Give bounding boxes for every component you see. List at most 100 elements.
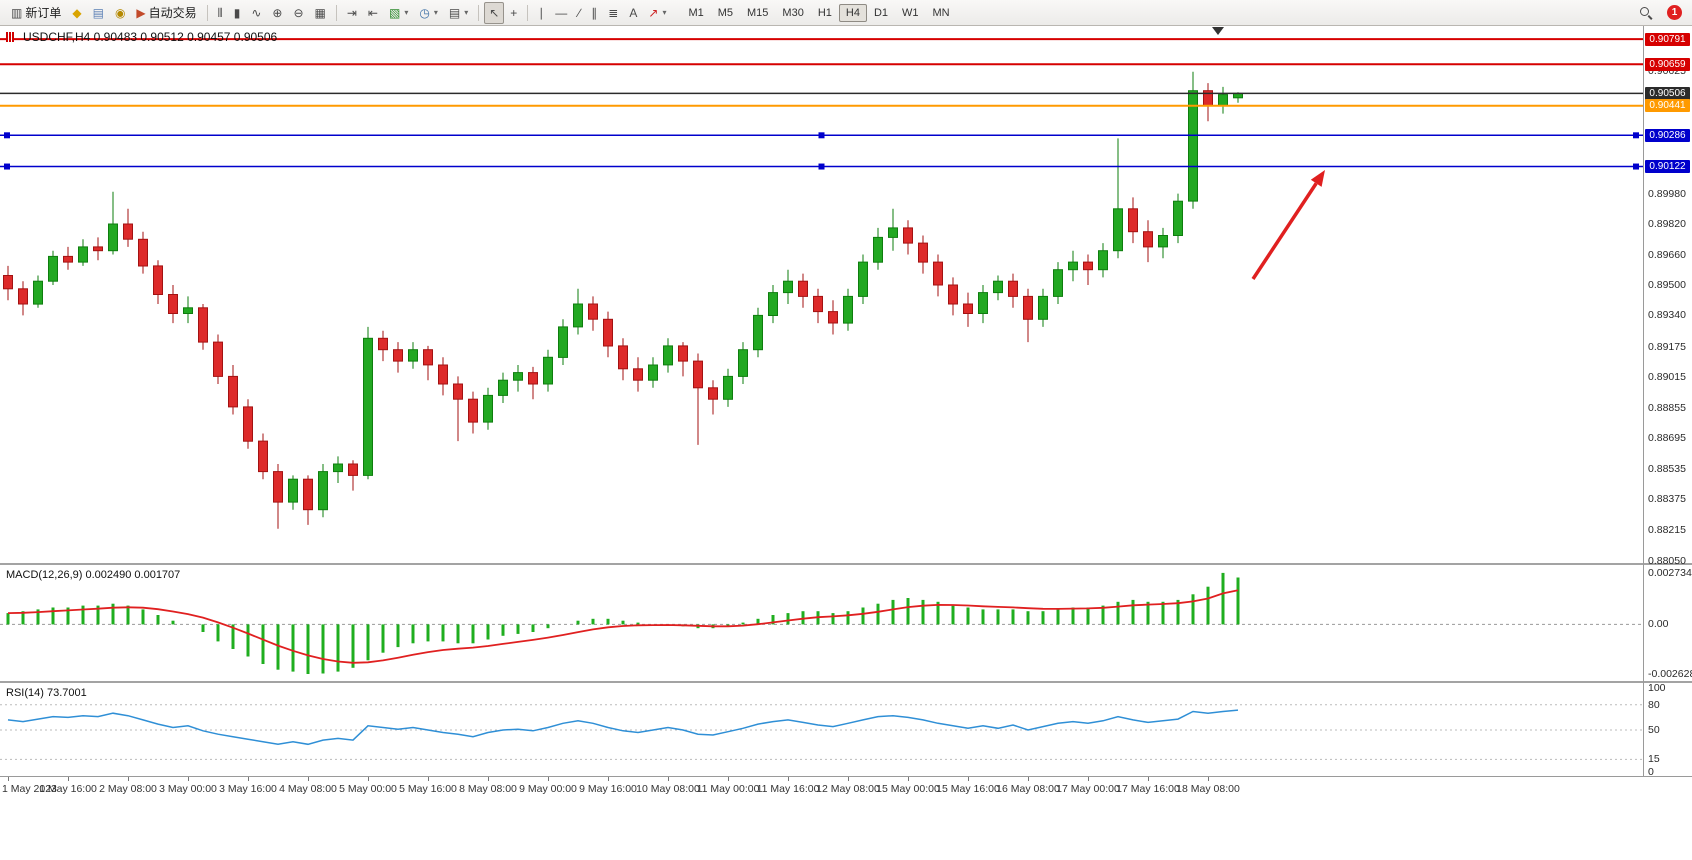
time-tick-label: 17 May 16:00 — [1116, 783, 1180, 795]
chart-funnel-icon: ◆ — [72, 5, 82, 20]
toolbar-separator — [206, 4, 208, 21]
chart-symbol-icon — [6, 32, 17, 42]
time-tick-label: 11 May 00:00 — [696, 783, 760, 795]
time-tick — [68, 777, 69, 781]
timeframe-m30-button[interactable]: M30 — [782, 6, 804, 19]
line-handle[interactable] — [4, 132, 10, 139]
fibonacci-tool-button[interactable]: ≣ — [603, 2, 623, 24]
time-tick — [1148, 777, 1149, 781]
time-tick-label: 10 May 08:00 — [636, 783, 700, 795]
timeframe-h1-button[interactable]: H1 — [817, 6, 832, 19]
timeframe-m1-button[interactable]: M1 — [688, 6, 704, 19]
price-axis-border — [1643, 26, 1644, 800]
zoom-in-icon: ⊕ — [272, 5, 283, 20]
templates-dropdown-caret[interactable]: ▾ — [464, 8, 469, 17]
community-button[interactable]: ◉ — [110, 2, 130, 24]
algo-trading-label: 自动交易 — [148, 6, 197, 20]
cursor-button[interactable]: ↖ — [484, 1, 505, 24]
time-tick — [368, 777, 369, 781]
horizontal-line-tool-button[interactable]: ― — [550, 2, 572, 24]
arrows-tool-button[interactable]: ↗ ▾ — [643, 2, 671, 24]
time-tick-label: 15 May 00:00 — [876, 783, 940, 795]
macd-histogram — [6, 572, 1240, 674]
candlestick-chart-button[interactable]: ▮ — [229, 2, 246, 24]
cursor-icon: ↖ — [489, 5, 500, 20]
chart-shift-button[interactable]: ⇤ — [363, 2, 383, 24]
new-chart-button[interactable]: ▧ ▾ — [384, 2, 413, 24]
timeframe-m5-button[interactable]: M5 — [717, 6, 734, 19]
chart-shift-marker[interactable] — [1212, 27, 1224, 35]
time-tick-label: 11 May 16:00 — [756, 783, 820, 795]
time-tick — [8, 777, 9, 781]
zoom-in-button[interactable]: ⊕ — [267, 2, 287, 24]
line-handle[interactable] — [818, 163, 825, 170]
print-button[interactable]: ▤ — [88, 2, 109, 24]
zoom-out-button[interactable]: ⊖ — [288, 2, 308, 24]
line-chart-button[interactable]: ∿ — [246, 2, 266, 24]
trend-arrow[interactable] — [1251, 170, 1325, 280]
time-tick — [1208, 777, 1209, 781]
hline-0.90286[interactable] — [0, 132, 1643, 139]
timeframe-mn-button[interactable]: MN — [932, 6, 950, 19]
hline-0.90122[interactable] — [0, 163, 1643, 170]
time-tick — [488, 777, 489, 781]
text-tool-icon: A — [629, 5, 638, 20]
macd-label: MACD(12,26,9) 0.002490 0.001707 — [6, 569, 181, 581]
new-order-label: 新订单 — [25, 6, 62, 20]
chart-funnel-button[interactable]: ◆ — [67, 2, 86, 24]
timeframe-m15-button[interactable]: M15 — [747, 6, 769, 19]
channel-tool-icon: ∥ — [591, 5, 598, 20]
timeframe-d1-button[interactable]: D1 — [873, 6, 889, 19]
arrows-tool-dropdown-caret[interactable]: ▾ — [662, 8, 667, 17]
time-tick-label: 4 May 08:00 — [279, 783, 337, 795]
time-tick — [908, 777, 909, 781]
profiles-dropdown-caret[interactable]: ▾ — [433, 8, 438, 17]
time-tick — [188, 777, 189, 781]
fibonacci-tool-icon: ≣ — [608, 5, 619, 20]
crosshair-button[interactable]: + — [505, 2, 522, 24]
templates-button[interactable]: ▤ ▾ — [444, 2, 473, 24]
time-tick — [308, 777, 309, 781]
vertical-line-tool-button[interactable]: ∣ — [533, 2, 549, 24]
time-tick-label: 12 May 08:00 — [816, 783, 880, 795]
time-tick — [728, 777, 729, 781]
bar-chart-button[interactable]: ⫴ — [213, 2, 228, 24]
line-handle[interactable] — [1633, 163, 1639, 170]
timeframe-w1-button[interactable]: W1 — [902, 6, 919, 19]
panel-separator-macd[interactable] — [0, 563, 1692, 565]
text-tool-button[interactable]: A — [624, 2, 642, 24]
time-tick-label: 5 May 00:00 — [339, 783, 397, 795]
new-order-icon: ▥ — [11, 5, 23, 20]
time-axis[interactable]: 1 May 2023 1 May 16:00 2 May 08:00 3 May 00… — [0, 776, 1692, 803]
line-handle[interactable] — [818, 132, 825, 139]
time-tick-label: 2 May 08:00 — [99, 783, 157, 795]
time-tick-label: 1 May 2023 — [2, 783, 57, 795]
auto-scroll-button[interactable]: ⇥ — [342, 2, 362, 24]
bar-chart-icon: ⫴ — [217, 5, 223, 20]
time-tick — [1028, 777, 1029, 781]
line-handle[interactable] — [4, 163, 10, 170]
profiles-button[interactable]: ◷ ▾ — [414, 2, 443, 24]
horizontal-line-tool-icon: ― — [555, 5, 568, 20]
time-tick-label: 9 May 16:00 — [579, 783, 637, 795]
timeframe-h4-button[interactable]: H4 — [838, 3, 867, 22]
line-handle[interactable] — [1633, 132, 1639, 139]
search-button[interactable] — [1635, 2, 1657, 24]
time-tick — [668, 777, 669, 781]
templates-icon: ▤ — [448, 5, 461, 20]
new-chart-dropdown-caret[interactable]: ▾ — [404, 8, 409, 17]
profiles-icon: ◷ — [419, 5, 430, 20]
notification-badge[interactable]: 1 — [1667, 5, 1682, 20]
timeframe-toolbar: M1 M5 M15 M30 H1 H4 D1 W1 MN — [681, 3, 956, 22]
trendline-tool-button[interactable]: ∕ — [573, 2, 585, 24]
tile-windows-button[interactable]: ▦ — [310, 2, 331, 24]
panel-separator-rsi[interactable] — [0, 681, 1692, 683]
toolbar-separator — [527, 4, 529, 21]
time-tick-label: 15 May 16:00 — [936, 783, 1000, 795]
time-tick — [1088, 777, 1089, 781]
new-order-button[interactable]: ▥ 新订单 — [6, 2, 66, 24]
algo-trading-button[interactable]: ▶ 自动交易 — [131, 2, 201, 24]
channel-tool-button[interactable]: ∥ — [586, 2, 602, 24]
